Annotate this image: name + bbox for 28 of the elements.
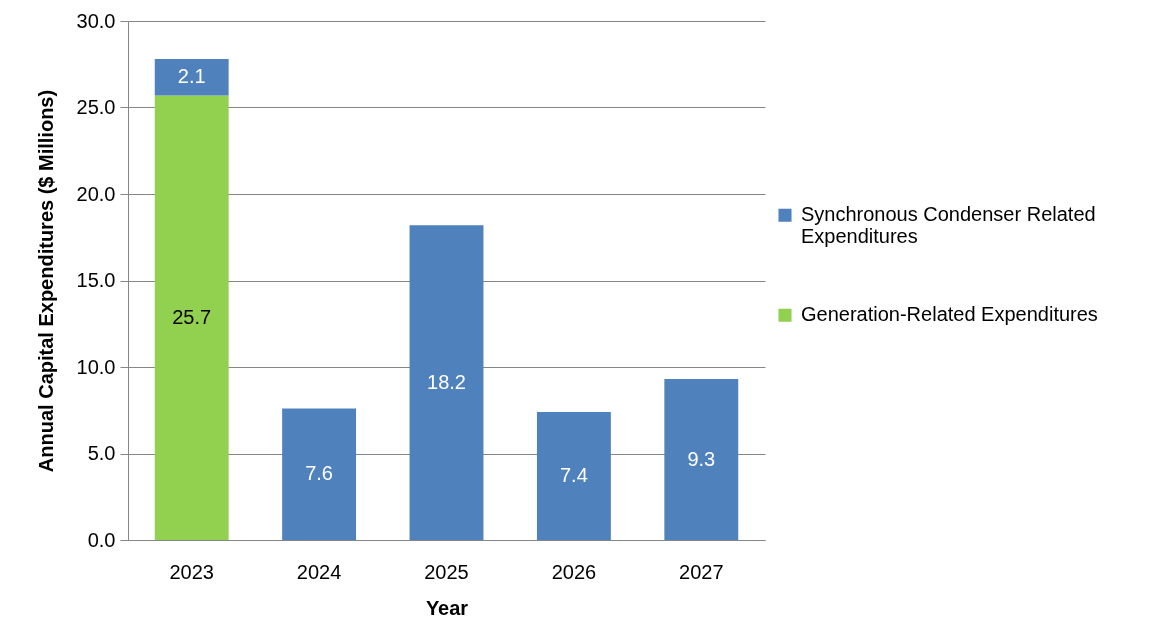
bar: [536, 411, 611, 540]
bar: [282, 408, 357, 540]
bar: [154, 95, 229, 540]
y-tick-label: 0.0: [87, 528, 116, 551]
x-tick-label: 2023: [169, 560, 214, 583]
x-tick-label: 2027: [679, 560, 724, 583]
data-label: 9.3: [687, 447, 716, 470]
x-tick-label: 2024: [296, 560, 342, 583]
x-axis-title: Year: [425, 596, 469, 619]
data-label: 2.1: [177, 65, 206, 88]
y-tick-label: 30.0: [76, 9, 116, 32]
x-tick-label: 2025: [424, 560, 469, 583]
y-tick-label: 25.0: [76, 96, 116, 118]
data-label: 18.2: [427, 370, 466, 393]
legend-label: Generation-Related Expenditures: [801, 303, 1098, 326]
bar: [409, 225, 484, 540]
data-label: 7.4: [559, 463, 588, 486]
data-label: 7.6: [305, 462, 334, 485]
x-tick-label: 2026: [551, 560, 597, 583]
data-label: 25.7: [172, 305, 212, 328]
y-tick-label: 15.0: [76, 269, 116, 291]
y-tick-label: 20.0: [76, 182, 116, 205]
legend-label: Synchronous Condenser Related Expenditures: [801, 203, 1096, 248]
bar: [154, 59, 229, 96]
bar: [664, 379, 739, 540]
y-tick-label: 10.0: [76, 355, 116, 378]
y-axis-title: Annual Capital Expenditures ($ Millions): [34, 89, 57, 473]
y-tick-label: 5.0: [87, 442, 116, 464]
